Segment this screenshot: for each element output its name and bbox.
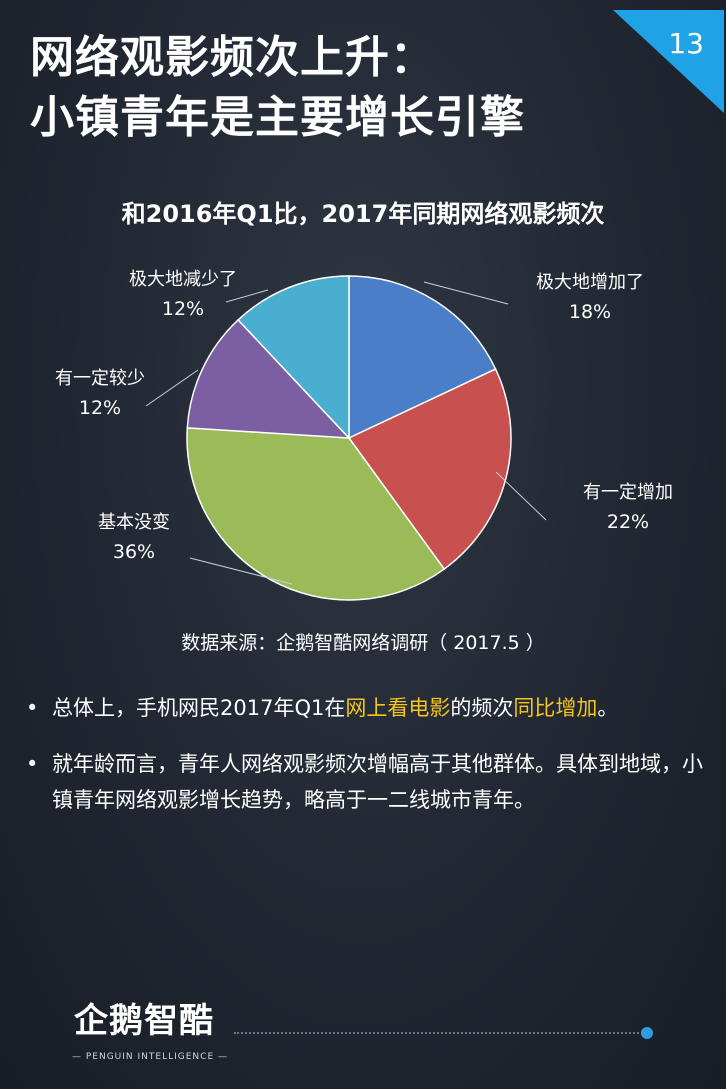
leader-line — [423, 281, 509, 305]
pie-chart: 极大地增加了 18% 有一定增加 22% 基本没变 36% 有一定较少 12% 极大地减少了 12… — [0, 240, 726, 620]
brand-logo: 企鹅智酷 — [74, 1001, 214, 1041]
page-corner-badge — [611, 0, 726, 115]
data-source: 数据来源：企鹅智酷网络调研（ 2017.5 ） — [181, 632, 545, 654]
bullet-item-1: • 总体上，手机网民2017年Q1在网上看电影的频次同比增加。 — [22, 690, 712, 726]
leader-line — [145, 369, 199, 407]
leader-line — [189, 557, 293, 585]
bullet-highlight-text: 网上看电影 — [345, 696, 451, 720]
pie-slice — [347, 368, 512, 571]
bullet-text-part: 就年龄而言，青年人网络观影频次增幅高于其他群体。具体到地域，小镇青年网络观影增长… — [52, 752, 703, 812]
slice-label: 有一定较少 — [55, 368, 145, 389]
page-title-line-1: 网络观影频次上升： — [30, 32, 435, 83]
pie-slice — [237, 275, 350, 440]
pie-slice — [186, 427, 446, 601]
slice-value-label: 18% — [569, 301, 611, 323]
bullet-item-2: • 就年龄而言，青年人网络观影频次增幅高于其他群体。具体到地域，小镇青年网络观影… — [22, 746, 712, 818]
bullet-list: • 总体上，手机网民2017年Q1在网上看电影的频次同比增加。 • 就年龄而言，… — [22, 690, 712, 838]
leader-line — [225, 289, 269, 303]
bullet-dot: • — [26, 696, 39, 720]
slice-label: 基本没变 — [98, 512, 170, 533]
slice-label: 极大地减少了 — [129, 269, 237, 290]
bullet-text-part: 的频次 — [450, 696, 514, 720]
slice-label: 极大地增加了 — [536, 272, 644, 293]
chart-title: 和2016年Q1比，2017年同期网络观影频次 — [121, 200, 605, 228]
bullet-dot: • — [26, 752, 39, 776]
slice-value-label: 12% — [162, 298, 204, 320]
footer: 企鹅智酷 — PENGUIN INTELLIGENCE — — [0, 1000, 726, 1070]
footer-divider — [234, 1032, 646, 1034]
pie-slice — [348, 275, 497, 440]
page-number: 13 — [668, 27, 704, 60]
slice-value-label: 36% — [113, 541, 155, 563]
slice-value-label: 22% — [607, 511, 649, 533]
page-title-line-2: 小镇青年是主要增长引擎 — [30, 92, 525, 143]
pie-slice — [186, 318, 351, 439]
brand-logo-subtitle: — PENGUIN INTELLIGENCE — — [72, 1052, 228, 1062]
bullet-highlight-text: 同比增加 — [513, 696, 598, 720]
footer-dot-icon — [641, 1027, 653, 1039]
bullet-text-part: 。 — [597, 696, 619, 720]
slice-label: 有一定增加 — [583, 482, 673, 503]
bullet-text-part: 总体上，手机网民2017年Q1在 — [52, 696, 346, 720]
leader-line — [495, 471, 547, 521]
slice-value-label: 12% — [79, 397, 121, 419]
